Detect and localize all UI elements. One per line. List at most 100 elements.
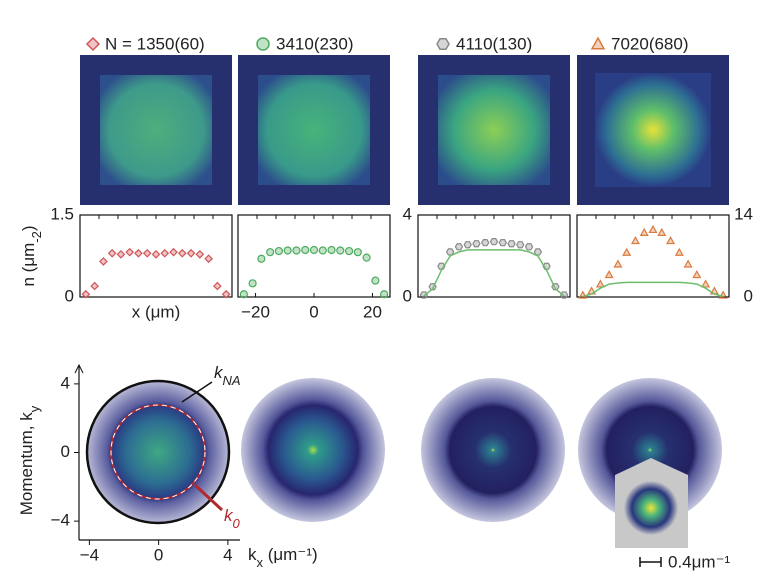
y-tick-label: 0: [65, 286, 74, 305]
data-point: [578, 290, 588, 299]
data-point: [622, 247, 632, 256]
data-point: [639, 227, 649, 236]
legend-marker: [590, 36, 606, 50]
legend-label: N = 1350(60): [105, 34, 205, 53]
data-point: [177, 248, 187, 258]
data-point: [116, 250, 126, 259]
data-point: [309, 245, 319, 255]
x-axis-label-part: k: [248, 545, 257, 564]
image: [85, 379, 231, 525]
x-tick-label: −4: [80, 545, 99, 564]
y-axis-label-part: n (μm: [19, 243, 38, 287]
leader: [181, 381, 213, 403]
data-point: [507, 240, 516, 248]
data-point: [353, 248, 362, 257]
data-point: [648, 224, 658, 234]
legend-label: 4110(130): [456, 34, 532, 53]
annotation-part: 0: [233, 516, 241, 531]
y-tick-label: 0: [744, 286, 753, 305]
data-point: [524, 243, 534, 251]
x-axis-label: kx (μm⁻¹): [248, 545, 318, 569]
plot-frame: [417, 214, 571, 298]
data-point: [630, 236, 640, 245]
reference-line: [423, 249, 565, 297]
data-point: [213, 281, 222, 291]
data-point: [666, 236, 676, 245]
data-point: [204, 254, 213, 264]
legend-marker: [256, 37, 270, 51]
data-point: [186, 248, 196, 258]
data-point: [151, 250, 161, 259]
x-axis-label-part: (μm⁻¹): [263, 545, 318, 564]
data-point: [516, 241, 525, 249]
data-point: [362, 253, 371, 262]
data-point: [221, 289, 231, 299]
data-point: [489, 238, 499, 246]
data-point: [336, 246, 345, 255]
y-tick-label: −4: [51, 511, 70, 530]
data-point: [274, 246, 284, 256]
data-point: [472, 240, 481, 248]
legend-label: 3410(230): [276, 34, 354, 53]
data-point: [266, 248, 275, 257]
data-point: [81, 289, 91, 299]
y-axis-label: n (μm-2): [19, 225, 43, 286]
reference-line: [582, 281, 724, 298]
y-tick-label: 14: [734, 204, 753, 223]
data-point: [683, 259, 693, 268]
y-tick-label: 1.5: [50, 204, 74, 223]
data-point: [257, 254, 266, 263]
image: [595, 73, 711, 187]
x-tick-label: −20: [241, 302, 270, 321]
data-point: [701, 279, 711, 288]
data-point: [239, 290, 248, 299]
data-point: [99, 257, 108, 266]
data-point: [463, 241, 472, 249]
data-point: [674, 247, 684, 256]
image: [258, 75, 370, 185]
data-point: [142, 248, 152, 258]
data-point: [533, 248, 543, 256]
y-axis-label-part: y: [27, 405, 42, 412]
image: [438, 75, 550, 185]
x-tick-label: 20: [363, 302, 382, 321]
data-point: [559, 291, 569, 299]
image: [241, 378, 385, 522]
x-axis-label: x (μm): [132, 302, 181, 321]
density-images: [80, 55, 729, 205]
scale-bar-label: 0.4μm⁻¹: [668, 552, 731, 571]
y-tick-label: 0: [61, 442, 70, 461]
momentum-images: [85, 378, 722, 567]
data-point: [169, 247, 178, 257]
x-axis-label-part: x: [257, 555, 264, 570]
data-point: [195, 250, 205, 259]
image: [100, 75, 212, 185]
axis-arrow: [74, 363, 84, 374]
data-point: [318, 246, 327, 255]
annotation-part: k: [224, 506, 234, 525]
data-point: [90, 281, 99, 291]
data-point: [657, 227, 667, 236]
data-point: [445, 248, 455, 256]
k0-ring: [110, 404, 206, 500]
legend-marker: [85, 36, 101, 52]
x-tick-label: 0: [154, 545, 163, 564]
data-point: [604, 270, 614, 279]
data-point: [481, 239, 490, 247]
annotation-part: NA: [223, 373, 241, 388]
y-axis-label-part: Momentum, k: [17, 412, 36, 515]
x-tick-label: 4: [223, 545, 232, 564]
data-point: [498, 239, 507, 247]
y-axis-label-part: -2: [29, 231, 44, 243]
data-point: [283, 246, 292, 255]
data-point: [419, 291, 429, 299]
y-axis-label-part: ): [19, 225, 38, 231]
legend-label: 7020(680): [611, 34, 689, 53]
data-point: [134, 248, 143, 258]
leader: [193, 483, 224, 512]
data-point: [595, 279, 605, 288]
data-point: [125, 247, 135, 257]
legend-marker: [436, 38, 450, 50]
data-point: [613, 259, 623, 268]
